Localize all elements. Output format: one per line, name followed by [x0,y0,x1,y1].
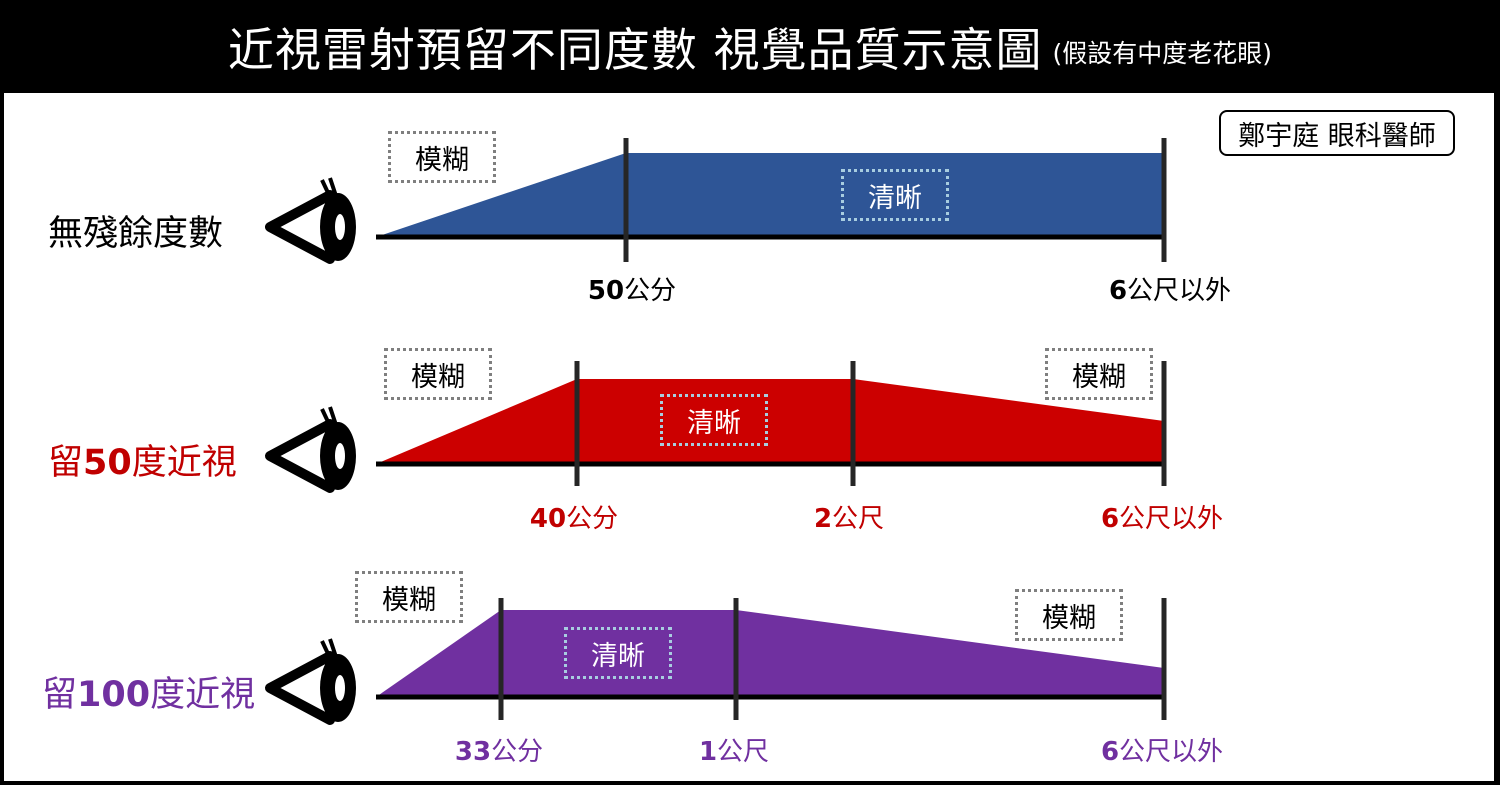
row3-blur-right-tag: 模糊 [1015,589,1123,641]
row3-blur-left-tag: 模糊 [355,571,463,623]
row1-label: 無殘餘度數 [48,214,224,254]
row3-distance-label: 6公尺以外 [1100,737,1224,767]
page-title: 近視雷射預留不同度數 視覺品質示意圖 [227,22,1043,77]
title-bar: 近視雷射預留不同度數 視覺品質示意圖 (假設有中度老花眼) [0,0,1500,93]
row3-label: 留100度近視 [42,675,256,715]
row2-clear-tag: 清晰 [660,394,768,446]
row3-distance-label: 33公分 [454,737,544,767]
row3-clear-tag: 清晰 [564,627,672,679]
row1-distance-label: 50公分 [587,276,677,306]
eye-icon [265,177,356,264]
row1-quality-shape [376,153,1164,237]
author-label: 鄭宇庭 眼科醫師 [1219,110,1455,156]
eye-icon [265,638,356,725]
row3-quality-shape [376,610,1164,697]
row2-label: 留50度近視 [48,443,237,483]
row2-distance-label: 6公尺以外 [1100,504,1224,534]
row2-quality-shape [376,379,1164,464]
row2-blur-right-tag: 模糊 [1045,348,1153,400]
row3-distance-label: 1公尺 [698,737,770,767]
row1-distance-label: 6公尺以外 [1108,276,1232,306]
row1-blur-tag: 模糊 [388,131,496,183]
row2-distance-label: 2公尺 [813,504,885,534]
eye-icon [265,406,356,493]
row1-clear-tag: 清晰 [841,169,949,221]
row2-blur-left-tag: 模糊 [384,348,492,400]
row2-distance-label: 40公分 [529,504,619,534]
page-subtitle: (假設有中度老花眼) [1052,38,1273,68]
